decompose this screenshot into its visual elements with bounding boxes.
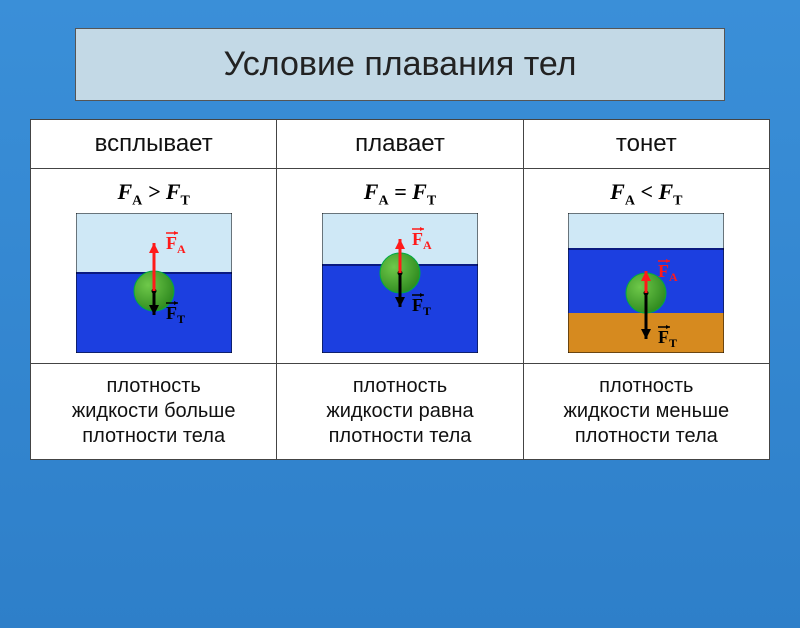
title-band: Условие плавания тел <box>75 28 725 101</box>
desc-1: плотностьжидкости равнаплотности тела <box>277 364 523 460</box>
col-header-0: всплывает <box>31 120 277 169</box>
page-title: Условие плавания тел <box>223 45 576 83</box>
diagram-cell-1: FA = FT FAFT <box>277 169 523 364</box>
conditions-table: всплывает плавает тонет FA > FT FAFT FA … <box>30 119 770 460</box>
desc-0: плотностьжидкости большеплотности тела <box>31 364 277 460</box>
header-row: всплывает плавает тонет <box>31 120 770 169</box>
diagram-cell-2: FA < FT FAFT <box>523 169 769 364</box>
desc-row: плотностьжидкости большеплотности тела п… <box>31 364 770 460</box>
diagram-cell-0: FA > FT FAFT <box>31 169 277 364</box>
relation-1: FA = FT <box>285 179 514 209</box>
relation-0: FA > FT <box>39 179 268 209</box>
col-header-1: плавает <box>277 120 523 169</box>
col-header-2: тонет <box>523 120 769 169</box>
diagram-row: FA > FT FAFT FA = FT FAFT FA < FT <box>31 169 770 364</box>
relation-2: FA < FT <box>532 179 761 209</box>
desc-2: плотностьжидкости меньшеплотности тела <box>523 364 769 460</box>
